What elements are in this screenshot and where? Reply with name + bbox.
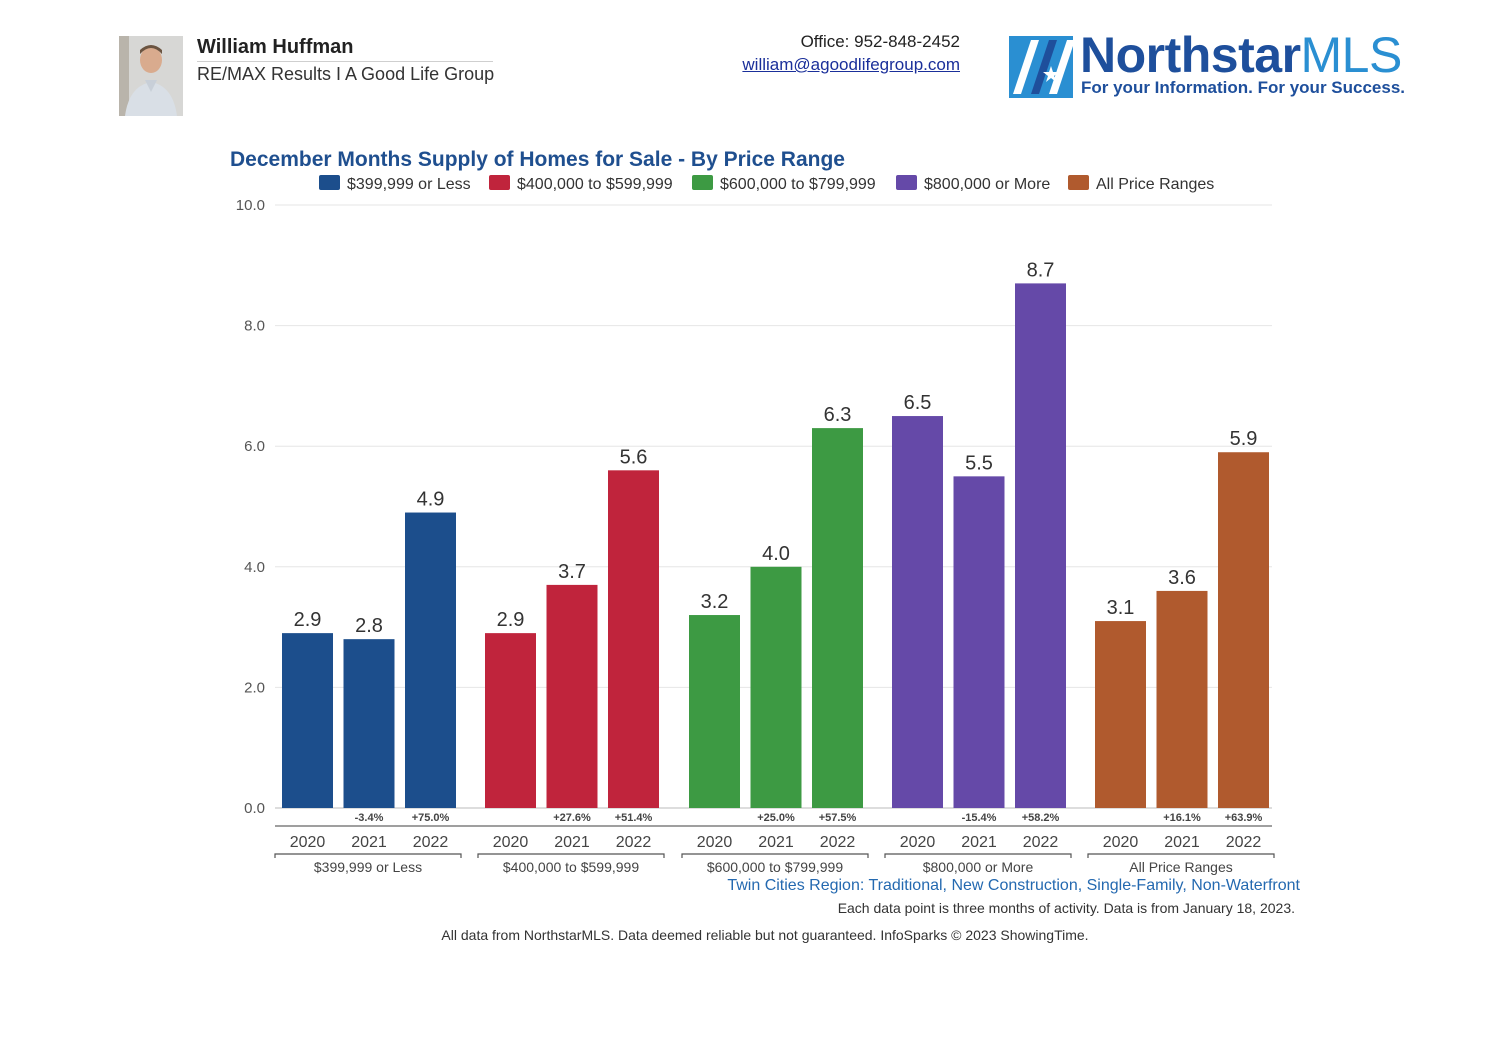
percent-change-label: +51.4% <box>615 812 653 824</box>
source-note: All data from NorthstarMLS. Data deemed … <box>441 927 1088 943</box>
y-tick-label: 4.0 <box>244 559 265 576</box>
bar-value-label: 6.3 <box>824 404 852 426</box>
year-tick-label: 2020 <box>697 834 733 851</box>
northstar-logo-tagline: For your Information. For your Success. <box>1081 78 1405 97</box>
bar-value-label: 3.1 <box>1107 597 1135 619</box>
group-label: All Price Ranges <box>1129 859 1233 875</box>
legend-label: $399,999 or Less <box>347 176 471 193</box>
y-axis: 0.0 2.0 4.0 6.0 8.0 10.0 <box>236 197 265 817</box>
bar-value-label: 4.9 <box>417 489 445 511</box>
group-label: $800,000 or More <box>923 859 1034 875</box>
y-tick-label: 2.0 <box>244 679 265 696</box>
legend-swatch <box>489 175 510 190</box>
avatar <box>119 36 183 116</box>
y-tick-label: 0.0 <box>244 800 265 817</box>
northstar-logo-icon <box>1009 36 1073 98</box>
legend-label: $800,000 or More <box>924 176 1050 193</box>
bar <box>1218 452 1269 808</box>
percent-change-label: +63.9% <box>1225 812 1263 824</box>
percent-change-label: -15.4% <box>962 812 997 824</box>
percent-change-label: +58.2% <box>1022 812 1060 824</box>
group-label: $399,999 or Less <box>314 859 422 875</box>
bar-value-label: 3.2 <box>701 591 729 613</box>
group-bracket <box>477 853 665 858</box>
bar-value-label: 5.5 <box>965 452 993 474</box>
legend-swatch <box>896 175 917 190</box>
region-note: Twin Cities Region: Traditional, New Con… <box>727 877 1300 894</box>
bar <box>892 416 943 808</box>
bar-value-label: 5.6 <box>620 446 648 468</box>
year-tick-label: 2022 <box>1023 834 1059 851</box>
legend-label: $600,000 to $799,999 <box>720 176 876 193</box>
legend-swatch <box>1068 175 1089 190</box>
year-tick-label: 2022 <box>1226 834 1262 851</box>
percent-change-label: +16.1% <box>1163 812 1201 824</box>
chart-title: December Months Supply of Homes for Sale… <box>230 148 845 171</box>
y-tick-label: 8.0 <box>244 318 265 335</box>
bar-value-label: 3.6 <box>1168 567 1196 589</box>
bar <box>608 470 659 808</box>
bar <box>343 639 395 808</box>
email-link[interactable]: william@agoodlifegroup.com <box>742 55 960 74</box>
bar-value-label: 2.9 <box>294 609 322 631</box>
bar-value-label: 2.9 <box>497 609 525 631</box>
bar-value-label: 5.9 <box>1230 428 1258 450</box>
year-tick-label: 2020 <box>290 834 326 851</box>
percent-change-label: +27.6% <box>553 812 591 824</box>
agent-divider <box>197 61 493 62</box>
bar <box>282 633 333 808</box>
year-tick-label: 2021 <box>961 834 997 851</box>
year-tick-label: 2021 <box>1164 834 1200 851</box>
bar-value-label: 2.8 <box>355 615 383 637</box>
bar-value-label: 3.7 <box>558 561 586 583</box>
office-phone: Office: 952-848-2452 <box>800 32 960 51</box>
year-tick-label: 2021 <box>351 834 387 851</box>
year-tick-label: 2022 <box>616 834 652 851</box>
x-axis: 2020 2021 2022 $399,999 or Less 2020 2021 2022… <box>274 825 1275 875</box>
bar <box>689 615 740 808</box>
year-tick-label: 2022 <box>413 834 449 851</box>
percent-change-label: +57.5% <box>819 812 857 824</box>
group-bracket <box>1087 853 1275 858</box>
agent-company: RE/MAX Results I A Good Life Group <box>197 64 495 84</box>
bar <box>485 633 536 808</box>
year-tick-label: 2021 <box>758 834 794 851</box>
year-tick-label: 2021 <box>554 834 590 851</box>
group-bracket <box>884 853 1072 858</box>
chart-legend: $399,999 or Less $400,000 to $599,999 $600… <box>319 175 1214 193</box>
northstar-logo-wordmark: NorthstarMLS <box>1080 27 1402 83</box>
agent-name: William Huffman <box>197 36 354 58</box>
year-tick-label: 2020 <box>900 834 936 851</box>
bar-value-label: 6.5 <box>904 392 932 414</box>
bar <box>953 476 1005 808</box>
bar-value-label: 4.0 <box>762 543 790 565</box>
group-bracket <box>681 853 869 858</box>
bar <box>812 428 863 808</box>
percent-change-label: +75.0% <box>412 812 450 824</box>
year-tick-label: 2020 <box>1103 834 1139 851</box>
group-label: $600,000 to $799,999 <box>707 859 843 875</box>
bar <box>1095 621 1146 808</box>
chart-bars: 2.9 2.8 -3.4% 4.9 +75.0% 2.9 3.7 +27.6% 5.6 +51.4… <box>282 259 1269 824</box>
y-tick-label: 6.0 <box>244 438 265 455</box>
activity-note: Each data point is three months of activ… <box>838 900 1295 916</box>
y-tick-label: 10.0 <box>236 197 265 214</box>
legend-swatch <box>692 175 713 190</box>
year-tick-label: 2020 <box>493 834 529 851</box>
percent-change-label: +25.0% <box>757 812 795 824</box>
legend-label: $400,000 to $599,999 <box>517 176 673 193</box>
group-bracket <box>274 853 462 858</box>
bar <box>1015 283 1066 808</box>
bar <box>405 512 456 808</box>
year-tick-label: 2022 <box>820 834 856 851</box>
bar <box>750 566 802 808</box>
group-label: $400,000 to $599,999 <box>503 859 639 875</box>
bar-value-label: 8.7 <box>1027 259 1055 281</box>
bar <box>1156 590 1208 808</box>
legend-label: All Price Ranges <box>1096 176 1214 193</box>
percent-change-label: -3.4% <box>355 812 384 824</box>
bar <box>546 584 598 808</box>
legend-swatch <box>319 175 340 190</box>
